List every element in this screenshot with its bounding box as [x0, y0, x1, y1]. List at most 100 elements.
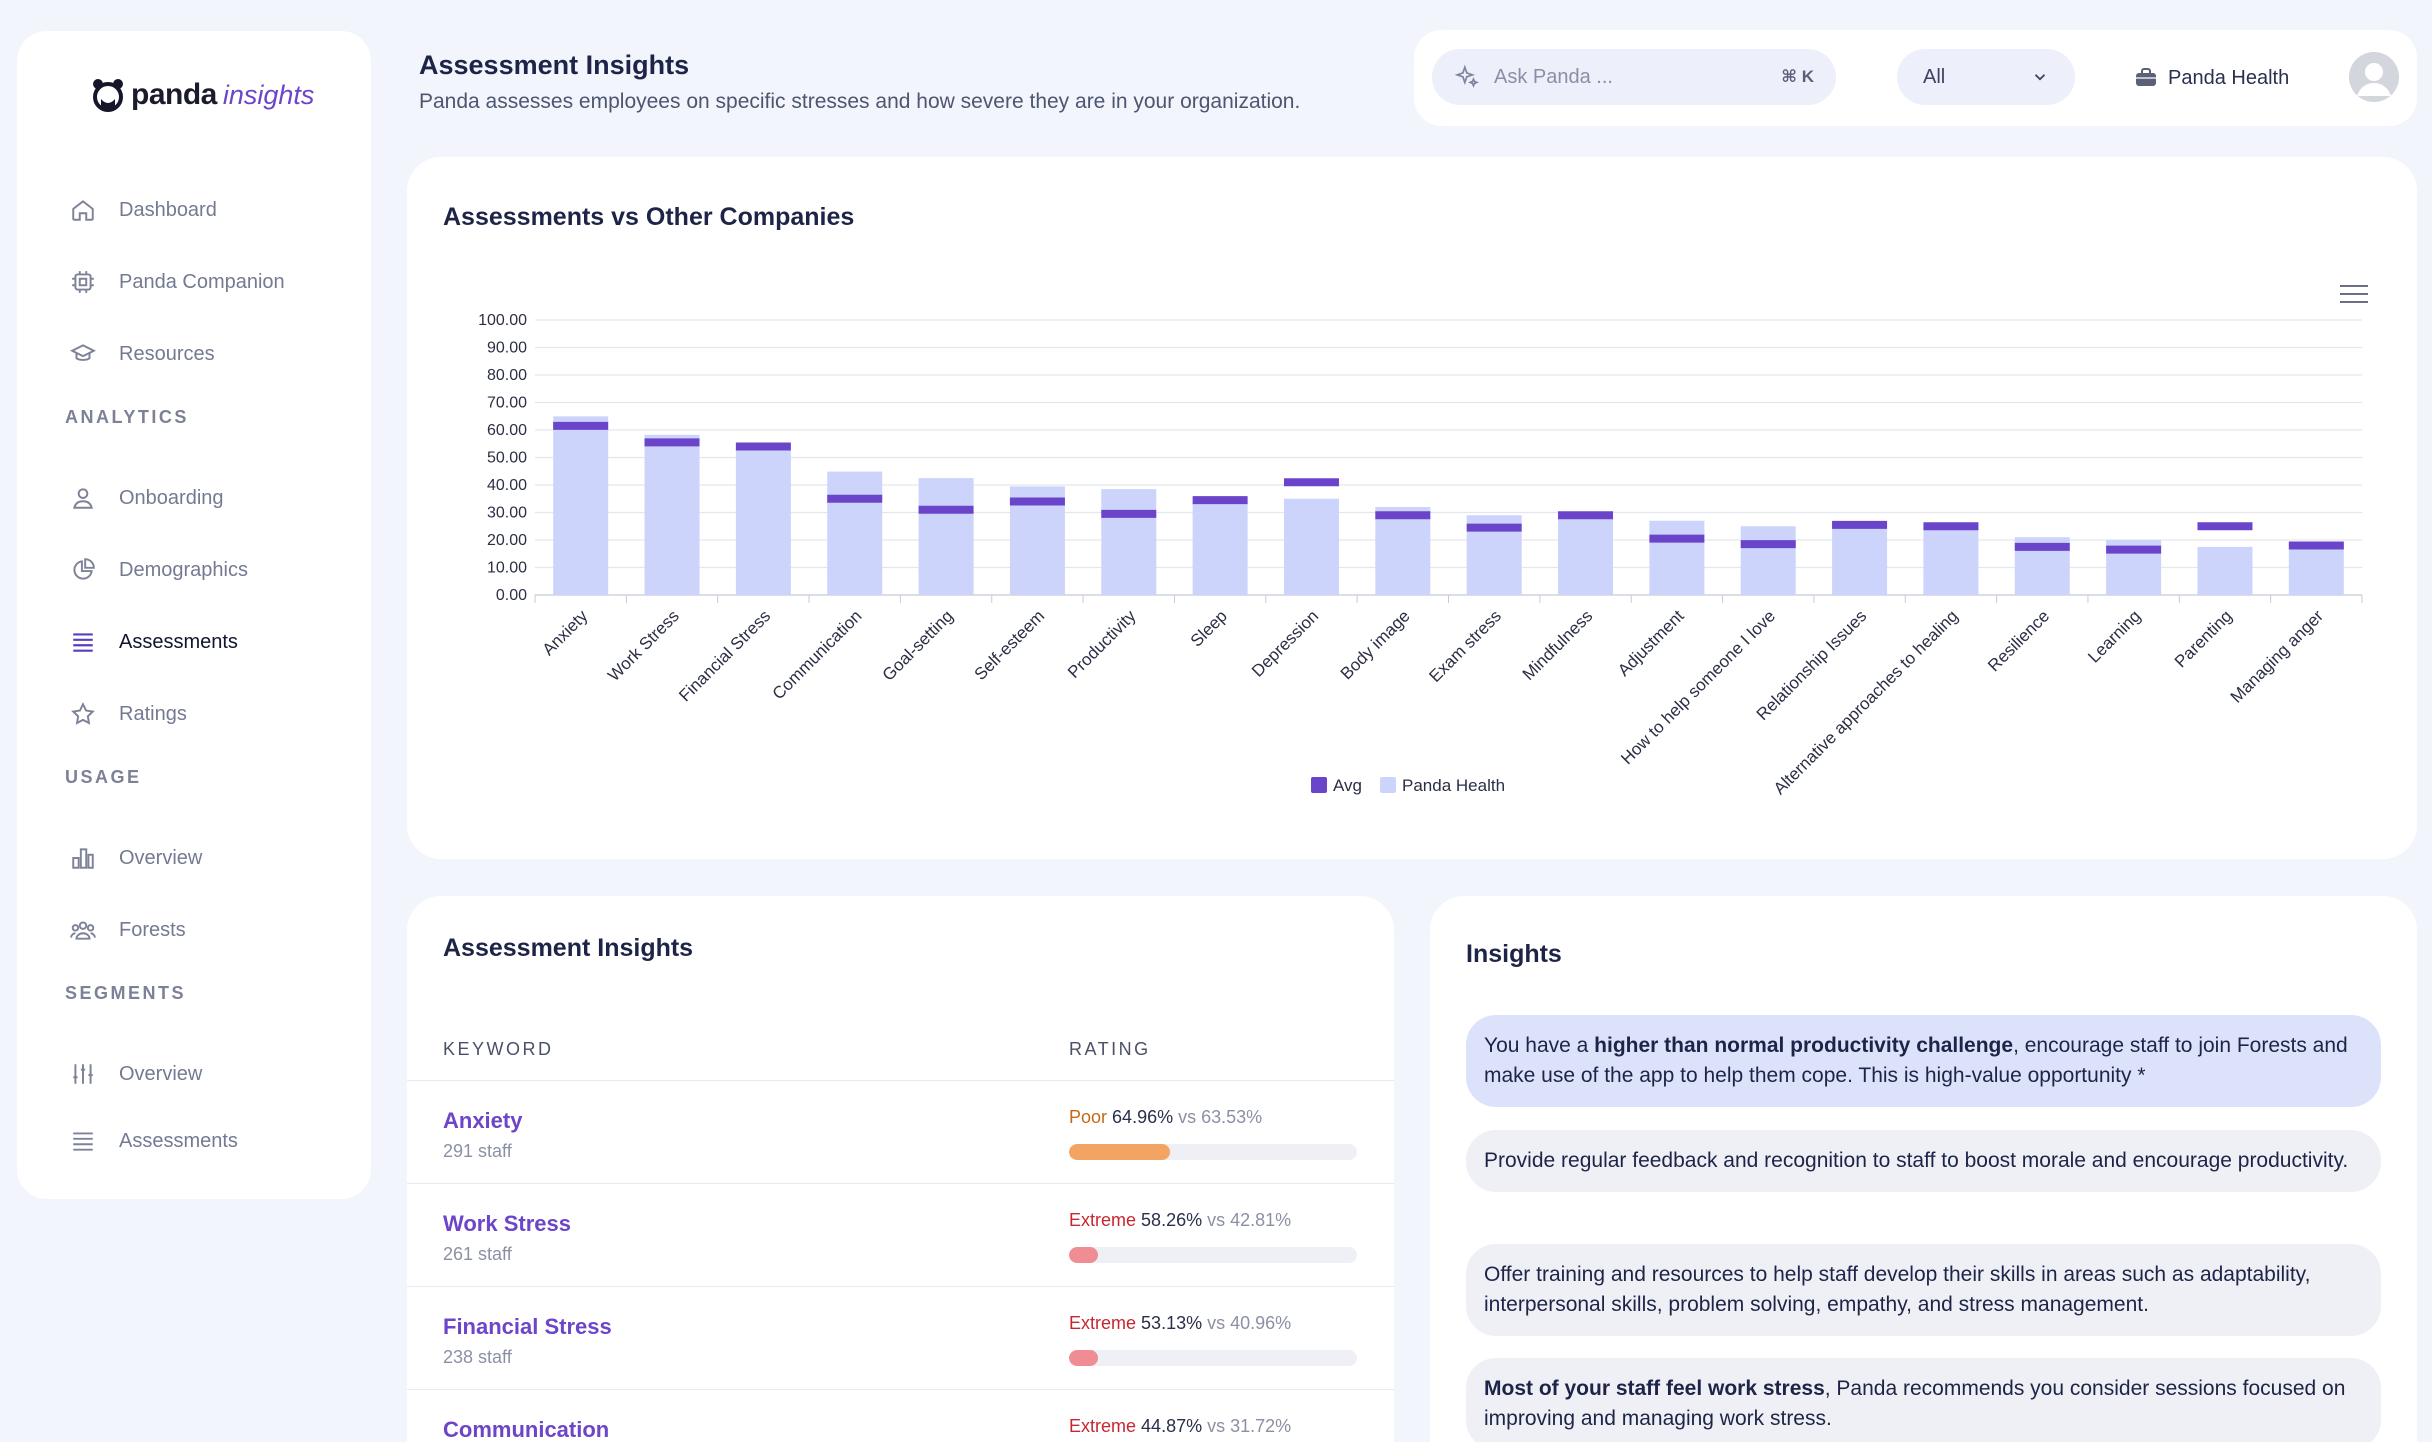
x-tick-label: Communication — [769, 606, 866, 703]
y-tick-label: 90.00 — [487, 340, 527, 357]
table-row[interactable]: Anxiety 291 staff Poor 64.96% vs 63.53% — [407, 1080, 1394, 1183]
sidebar-item-dashboard[interactable]: Dashboard — [69, 182, 217, 238]
marker-avg — [918, 505, 974, 514]
sidebar-item-onboarding[interactable]: Onboarding — [69, 470, 224, 526]
insights-card: Insights You have a higher than normal p… — [1430, 896, 2417, 1442]
marker-avg — [2106, 545, 2162, 554]
bar-panda-health — [827, 471, 883, 595]
x-tick-label: Body image — [1337, 606, 1414, 683]
legend-swatch-avg — [1311, 777, 1327, 793]
sidebar-item-label: Overview — [119, 1062, 203, 1085]
marker-avg — [1649, 534, 1705, 543]
table-row[interactable]: Work Stress 261 staff Extreme 58.26% vs 42… — [407, 1183, 1394, 1286]
insight-item: Most of your staff feel work stress, Pan… — [1466, 1358, 2381, 1442]
insights-title: Insights — [1466, 940, 1562, 968]
search-placeholder: Ask Panda ... — [1494, 65, 1613, 88]
brand-logo[interactable]: panda insights — [91, 65, 314, 125]
marker-avg — [1192, 496, 1248, 505]
sidebar-item-assessments[interactable]: Assessments — [69, 614, 238, 670]
x-tick-label: Depression — [1248, 606, 1322, 680]
x-tick-label: Productivity — [1064, 606, 1140, 682]
x-tick-label: Resilience — [1984, 606, 2053, 675]
sliders-icon — [69, 1060, 97, 1088]
sidebar-item-ratings[interactable]: Ratings — [69, 686, 187, 742]
sidebar-item-panda-companion[interactable]: Panda Companion — [69, 254, 285, 310]
row-staff-count: 291 staff — [443, 1141, 512, 1161]
bar-panda-health — [735, 448, 791, 595]
row-keyword-link[interactable]: Financial Stress — [443, 1314, 612, 1339]
marker-avg — [1740, 540, 1796, 549]
sidebar-item-label: Overview — [119, 846, 203, 869]
row-keyword-link[interactable]: Work Stress — [443, 1211, 571, 1236]
sidebar-item-label: Dashboard — [119, 198, 217, 221]
legend-label-avg: Avg — [1333, 776, 1362, 795]
sidebar-item-label: Forests — [119, 918, 186, 941]
chip-icon — [69, 268, 97, 296]
filter-select[interactable]: All — [1897, 49, 2075, 105]
assessments-bar-chart: 0.00 10.00 20.00 30.00 40.00 50.00 60.00 70.00 8… — [478, 312, 2363, 798]
briefcase-icon — [2136, 68, 2156, 86]
table-row[interactable]: Communication Extreme 44.87% vs 31.72% — [407, 1389, 1394, 1442]
row-keyword-link[interactable]: Anxiety — [443, 1108, 523, 1133]
page-title: Assessment Insights — [419, 50, 690, 80]
bar-panda-health — [1192, 502, 1248, 595]
sidebar-item-segments-assessments[interactable]: Assessments — [69, 1113, 238, 1169]
bar-panda-health — [1375, 507, 1431, 595]
insight-highlight: Most of your staff feel work stress — [1484, 1377, 1825, 1400]
x-tick-label: Sleep — [1187, 606, 1231, 650]
bar-chart-icon — [69, 844, 97, 872]
organization-switcher[interactable]: Panda Health — [2134, 58, 2289, 98]
ask-panda-search[interactable]: Ask Panda ... ⌘ K — [1432, 49, 1836, 105]
row-staff-count: 238 staff — [443, 1347, 512, 1367]
row-rating: Extreme 53.13% vs 40.96% — [1069, 1313, 1291, 1334]
sidebar-item-label: Demographics — [119, 558, 248, 581]
row-rating: Poor 64.96% vs 63.53% — [1069, 1107, 1262, 1128]
search-shortcut: ⌘ K — [1781, 67, 1814, 86]
sidebar-item-demographics[interactable]: Demographics — [69, 542, 248, 598]
rating-percent: 53.13% — [1141, 1313, 1203, 1333]
sidebar-item-usage-overview[interactable]: Overview — [69, 830, 202, 886]
rating-comparison: vs 42.81% — [1207, 1210, 1292, 1230]
sidebar-item-label: Resources — [119, 342, 215, 365]
page-subtitle: Panda assesses employees on specific str… — [419, 90, 1301, 113]
x-tick-label: Self-esteem — [971, 606, 1049, 684]
x-tick-label: Parenting — [2171, 606, 2236, 671]
x-tick-label: Work Stress — [604, 606, 683, 685]
severity-label: Poor — [1069, 1107, 1108, 1127]
star-icon — [69, 700, 97, 728]
insight-text: Provide regular feedback and recognition… — [1484, 1149, 2349, 1172]
sidebar-item-label: Onboarding — [119, 486, 224, 509]
chevron-down-icon — [2034, 74, 2046, 81]
rating-comparison: vs 40.96% — [1207, 1313, 1292, 1333]
y-tick-label: 60.00 — [487, 422, 527, 439]
row-keyword-link[interactable]: Communication — [443, 1417, 610, 1442]
bar-panda-health — [553, 416, 609, 595]
sidebar-item-resources[interactable]: Resources — [69, 326, 215, 382]
rating-comparison: vs 63.53% — [1178, 1107, 1263, 1127]
x-tick-label: Mindfulness — [1519, 606, 1597, 684]
marker-avg — [1923, 522, 1979, 531]
y-tick-label: 10.00 — [487, 560, 527, 577]
x-tick-label: Anxiety — [539, 606, 592, 659]
marker-avg — [827, 494, 883, 503]
marker-avg — [2197, 522, 2253, 531]
bar-panda-health — [644, 434, 700, 595]
table-row[interactable]: Financial Stress 238 staff Extreme 53.13% … — [407, 1286, 1394, 1389]
x-tick-label: Adjustment — [1614, 606, 1688, 680]
chart-menu-icon[interactable] — [2340, 285, 2368, 305]
bar-panda-health — [1558, 516, 1614, 595]
section-label-segments: SEGMENTS — [65, 983, 187, 1003]
severity-label: Extreme — [1069, 1416, 1137, 1436]
sidebar-item-forests[interactable]: Forests — [69, 902, 186, 958]
bar-panda-health — [1649, 520, 1705, 595]
marker-avg — [1832, 520, 1888, 529]
rating-progress-fill — [1069, 1144, 1170, 1160]
row-staff-count: 261 staff — [443, 1244, 512, 1264]
insight-highlight: higher than normal productivity challeng… — [1594, 1034, 2014, 1057]
avatar[interactable] — [2349, 52, 2399, 102]
y-tick-label: 20.00 — [487, 532, 527, 549]
sidebar-item-segments-overview[interactable]: Overview — [69, 1046, 202, 1102]
marker-avg — [1283, 478, 1339, 487]
bar-panda-health — [1923, 526, 1979, 595]
marker-avg — [553, 421, 609, 430]
